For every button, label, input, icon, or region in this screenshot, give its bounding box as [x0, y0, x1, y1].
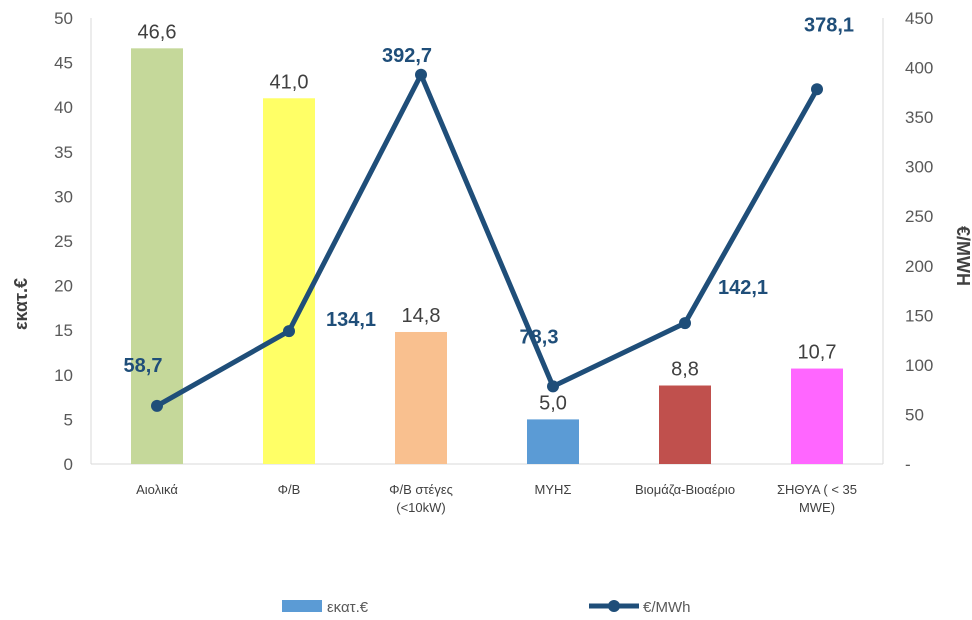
category-label: Αιολικά: [136, 482, 178, 497]
y2-axis-title: €/MWH: [953, 226, 972, 286]
left-tick-label: 15: [54, 321, 73, 340]
bar-value-label: 10,7: [798, 342, 837, 364]
right-axis-ticks: - 50 100 150 200 250 300 350 400 450: [905, 9, 933, 474]
legend-swatch-marker: [608, 600, 620, 612]
left-tick-label: 10: [54, 366, 73, 385]
bar-value-label: 41,0: [270, 71, 309, 93]
line-marker: [283, 325, 295, 338]
category-label: (<10kW): [396, 500, 445, 515]
line-value-label: 392,7: [382, 45, 432, 67]
line-labels: 58,7 134,1 392,7 78,3 142,1 378,1: [124, 14, 855, 377]
line-value-label: 142,1: [718, 277, 768, 299]
line-value-label: 134,1: [326, 309, 376, 331]
line-marker: [151, 399, 163, 412]
category-label: ΣΗΘΥΑ ( < 35: [777, 482, 857, 497]
right-tick-label: -: [905, 455, 911, 474]
line-value-label: 378,1: [804, 14, 854, 36]
left-tick-label: 30: [54, 187, 73, 206]
line-marker: [811, 83, 823, 96]
right-tick-label: 50: [905, 405, 924, 424]
bar: [659, 385, 711, 464]
category-labels: Αιολικά Φ/Β Φ/Β στέγες (<10kW) ΜΥΗΣ Βιομάζα-Β…: [136, 482, 857, 515]
bar-value-label: 8,8: [671, 359, 699, 381]
left-tick-label: 45: [54, 54, 73, 73]
legend-label-bar: εκατ.€: [327, 599, 369, 616]
left-axis-ticks: 0 5 10 15 20 25 30 35 40 45 50: [54, 9, 73, 474]
bar-value-label: 46,6: [138, 21, 177, 43]
bar: [791, 368, 843, 464]
line-value-label: 58,7: [124, 355, 163, 377]
legend-label-line: €/MWh: [643, 599, 691, 616]
right-tick-label: 250: [905, 207, 933, 226]
category-label: Βιομάζα-Βιοαέριο: [635, 482, 735, 497]
line-marker: [547, 380, 559, 393]
bar: [527, 419, 579, 464]
right-tick-label: 150: [905, 306, 933, 325]
right-tick-label: 200: [905, 257, 933, 276]
y-axis-title: εκατ.€: [11, 278, 31, 330]
line-marker: [415, 68, 427, 81]
line-path: [155, 72, 820, 408]
left-tick-label: 5: [64, 410, 73, 429]
line-marker: [679, 317, 691, 330]
category-label: ΜΥΗΣ: [535, 482, 572, 497]
left-tick-label: 20: [54, 277, 73, 296]
line-value-label: 78,3: [520, 326, 559, 348]
line-series: [151, 68, 823, 412]
bars: [131, 48, 843, 464]
right-tick-label: 450: [905, 9, 933, 28]
left-tick-label: 0: [64, 455, 73, 474]
right-tick-label: 100: [905, 356, 933, 375]
category-label: Φ/Β: [278, 482, 301, 497]
category-label: MWE): [799, 500, 835, 515]
bar-value-label: 14,8: [402, 305, 441, 327]
left-tick-label: 40: [54, 98, 73, 117]
legend: εκατ.€ €/MWh: [282, 599, 691, 616]
bar: [263, 98, 315, 464]
right-tick-label: 350: [905, 108, 933, 127]
bar-labels: 46,6 41,0 14,8 5,0 8,8 10,7: [138, 21, 837, 414]
category-label: Φ/Β στέγες: [389, 482, 453, 497]
bar-value-label: 5,0: [539, 392, 567, 414]
legend-swatch-bar: [282, 600, 322, 612]
left-tick-label: 50: [54, 9, 73, 28]
left-tick-label: 35: [54, 143, 73, 162]
left-tick-label: 25: [54, 232, 73, 251]
right-tick-label: 300: [905, 158, 933, 177]
right-tick-label: 400: [905, 59, 933, 78]
bar: [395, 331, 447, 464]
